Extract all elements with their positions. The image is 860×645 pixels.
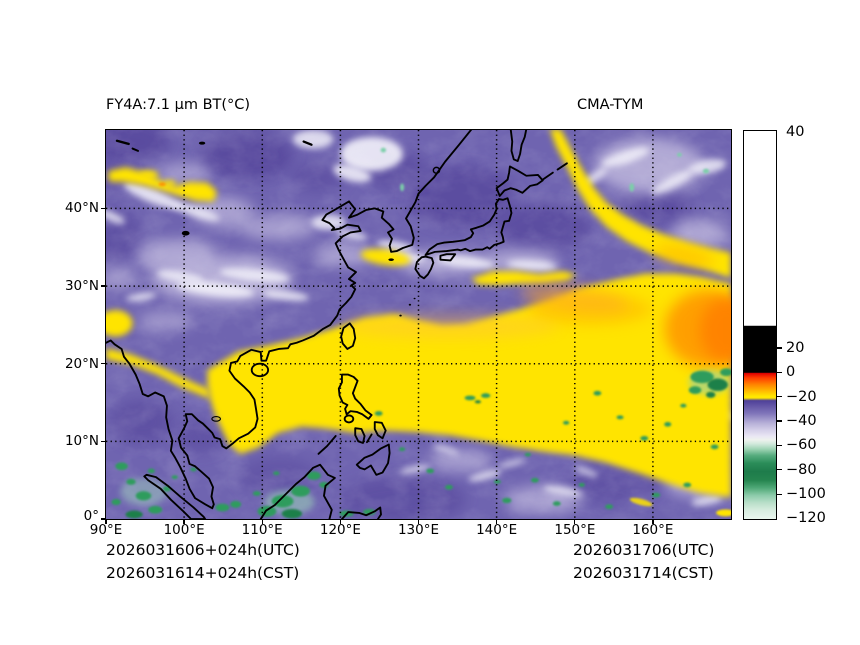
graticule: [105, 129, 731, 519]
y-tick-30n: 30°N: [64, 278, 99, 295]
x-tick-90e: 90°E: [89, 522, 123, 538]
colorbar-label-neg80: −80: [786, 461, 817, 478]
y-tickmark: [100, 363, 105, 365]
y-tickmark: [100, 285, 105, 287]
x-tickmark: [417, 519, 420, 525]
valid-time-utc: 2026031706(UTC): [573, 541, 715, 559]
plot-title: FY4A:7.1 μm BT(°C): [106, 97, 251, 113]
colorbar-tickmark: [777, 493, 782, 495]
bt-field-image: [86, 120, 755, 523]
warm-band-layer: [98, 129, 755, 517]
colorbar: [743, 130, 777, 520]
colorbar-label-neg120: −120: [786, 510, 826, 527]
colorbar-label-neg40: −40: [786, 413, 817, 430]
x-tickmark: [652, 519, 654, 525]
colorbar-tickmark: [777, 371, 782, 373]
colorbar-label-neg60: −60: [786, 437, 817, 454]
x-tickmark: [183, 519, 185, 525]
y-tick-0: 0°: [83, 508, 99, 525]
x-tick-100e: 100°E: [163, 522, 205, 538]
x-tick-150e: 150°E: [554, 522, 596, 538]
colorbar-label-neg100: −100: [786, 486, 826, 503]
map-plot: [86, 120, 755, 523]
valid-time-cst: 2026031714(CST): [573, 564, 714, 582]
green-convection-layer: [111, 147, 733, 519]
x-tickmark: [261, 519, 263, 525]
colorbar-tickmark: [777, 469, 782, 471]
y-tickmark: [100, 207, 105, 210]
y-tick-20n: 20°N: [64, 355, 99, 372]
x-tick-160e: 160°E: [632, 522, 674, 538]
colorbar-tickmark: [777, 396, 782, 398]
colorbar-label-20: 20: [786, 339, 805, 356]
y-tickmark: [100, 440, 105, 443]
model-label: CMA-TYM: [577, 97, 644, 113]
init-time-cst: 2026031614+024h(CST): [106, 564, 300, 582]
coastlines: [104, 128, 568, 520]
x-tickmark: [105, 519, 107, 525]
x-tick-130e: 130°E: [397, 522, 440, 538]
y-tickmark: [100, 518, 105, 520]
colorbar-label-neg20: −20: [786, 388, 817, 405]
x-tick-110e: 110°E: [241, 522, 283, 538]
colorbar-label-0: 0: [786, 364, 796, 381]
x-tickmark: [574, 519, 576, 525]
colorbar-tickmark: [777, 420, 782, 422]
x-tickmark: [339, 519, 342, 525]
y-tick-40n: 40°N: [64, 200, 99, 217]
colorbar-tickmark: [777, 444, 782, 447]
colorbar-tickmark: [777, 347, 782, 349]
y-tick-10n: 10°N: [64, 433, 99, 450]
x-tick-140e: 140°E: [476, 522, 518, 538]
x-tick-120e: 120°E: [319, 522, 361, 538]
init-time-utc: 2026031606+024h(UTC): [106, 541, 300, 559]
colorbar-label-40: 40: [786, 123, 805, 140]
x-tickmark: [495, 519, 498, 525]
